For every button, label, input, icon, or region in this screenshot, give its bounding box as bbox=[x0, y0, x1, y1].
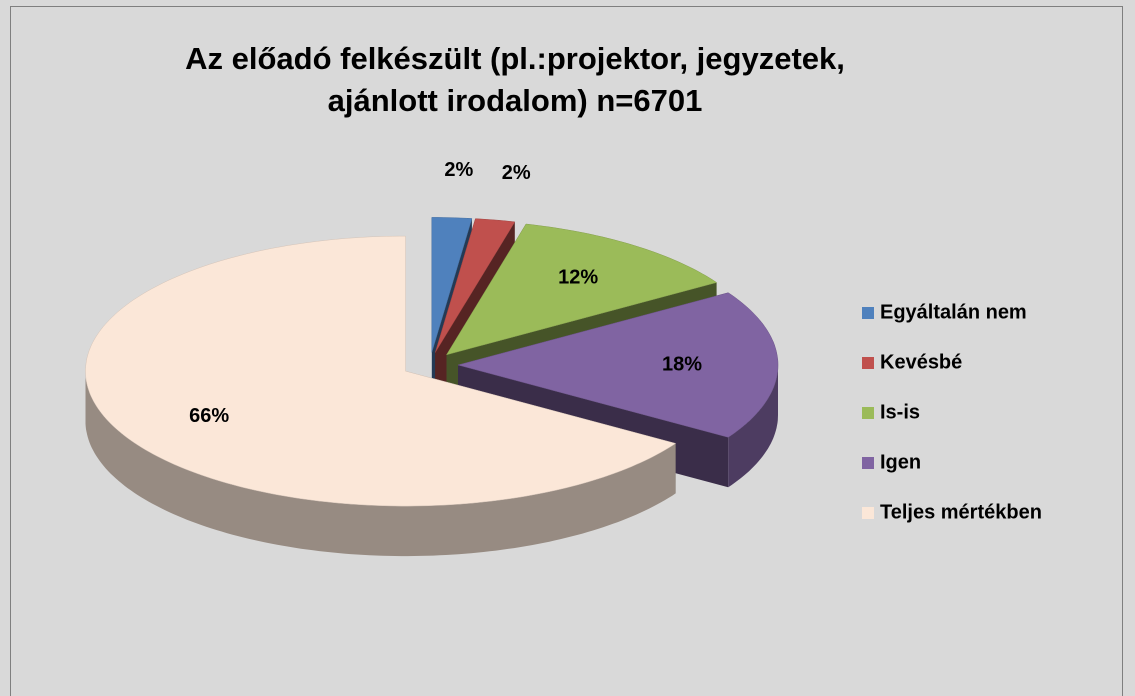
legend-label: Igen bbox=[880, 451, 921, 473]
legend-swatch bbox=[862, 357, 874, 369]
data-label: 2% bbox=[444, 159, 473, 181]
slice bbox=[85, 235, 677, 557]
slice-top bbox=[457, 292, 779, 438]
legend-label: Egyáltalán nem bbox=[880, 301, 1027, 323]
slice-wall bbox=[728, 365, 778, 488]
legend-swatch bbox=[862, 457, 874, 469]
legend-swatch bbox=[862, 507, 874, 519]
chart-title: Az előadó felkészült (pl.:projektor, jeg… bbox=[185, 41, 845, 118]
slice-top bbox=[434, 218, 516, 353]
data-label: 18% bbox=[662, 353, 702, 375]
legend-label: Teljes mértékben bbox=[880, 501, 1042, 523]
slice-top bbox=[431, 217, 473, 353]
slice-top bbox=[445, 223, 718, 356]
legend-swatch bbox=[862, 407, 874, 419]
data-label: 12% bbox=[558, 267, 598, 289]
legend-label: Is-is bbox=[880, 401, 920, 423]
data-label: 2% bbox=[502, 162, 531, 184]
chart-frame bbox=[10, 6, 1123, 696]
slice-wall bbox=[85, 371, 676, 557]
legend-swatch bbox=[862, 307, 874, 319]
slice-top bbox=[85, 235, 677, 507]
legend-label: Kevésbé bbox=[880, 351, 962, 373]
data-label: 66% bbox=[189, 405, 229, 427]
